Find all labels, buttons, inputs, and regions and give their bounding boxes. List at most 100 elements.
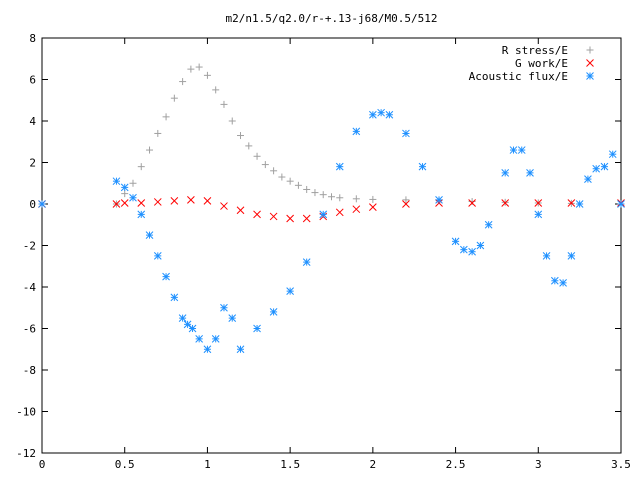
y-tick-label: 6 [29,74,36,87]
data-point [137,199,146,207]
data-point [154,129,162,137]
data-point [617,200,625,208]
data-point [120,183,129,192]
data-point [592,164,601,173]
y-tick-label: 0 [29,198,36,211]
data-point [352,205,361,214]
data-point [183,320,192,329]
data-point [278,173,286,181]
chart-title: m2/n1.5/q2.0/r-+.13-j68/M0.5/512 [226,12,438,25]
x-tick-label: 0 [39,458,46,471]
data-point [501,199,510,207]
y-tick-label: -2 [23,240,36,253]
data-point [162,272,170,281]
data-point [385,110,394,119]
x-tick-label: 2 [370,458,377,471]
y-tick-label: 2 [29,157,36,170]
data-point [220,202,228,210]
x-tick-label: 3 [535,458,542,471]
data-point [352,127,361,136]
data-point [153,252,162,260]
data-point [286,214,294,223]
data-point [550,276,559,285]
data-point [236,345,245,354]
data-point [311,189,319,197]
data-point [534,210,543,219]
data-point [170,94,178,102]
data-point [195,63,203,71]
data-point [377,108,385,117]
data-point [286,287,294,296]
y-tick-label: 8 [29,32,36,45]
data-point [526,169,534,177]
x-tick-label: 0.5 [115,458,135,471]
data-point [534,199,543,207]
data-point [451,237,460,246]
data-point [319,210,328,219]
data-point [336,194,344,202]
y-tick-label: -6 [23,323,36,336]
series-layer [38,63,625,354]
data-point [575,200,584,208]
data-point [237,132,245,140]
y-tick-label: 4 [29,115,36,128]
data-point [584,175,592,183]
data-point [269,212,278,221]
data-point [203,71,211,79]
data-point [468,199,476,207]
data-point [335,162,344,171]
data-point [402,129,410,138]
data-point [567,199,576,207]
data-point [188,324,197,333]
data-point [220,303,228,312]
data-point [459,245,468,254]
data-point [203,197,212,205]
data-point [402,200,410,208]
data-point [178,314,187,322]
x-tick-label: 1.5 [280,458,300,471]
data-point [121,190,129,198]
plot-frame [41,37,622,454]
data-point [187,195,195,204]
data-point [162,113,170,121]
data-point [501,169,510,177]
legend-label: G work/E [515,57,568,70]
data-point [294,181,302,189]
data-point [484,220,493,229]
y-tick-label: -12 [16,447,36,460]
data-point [261,161,269,169]
data-point [129,193,137,202]
y-tick-label: -4 [23,281,37,294]
data-point [145,231,154,239]
series-acoustic-flux-e [38,108,625,354]
data-point [286,177,294,185]
data-point [567,252,576,260]
data-point [600,162,609,171]
data-point [302,214,311,223]
data-point [212,86,220,94]
data-point [228,117,236,125]
data-point [302,258,311,266]
data-point [270,167,278,175]
data-point [253,210,261,219]
data-point [153,198,162,206]
data-point [137,163,145,171]
data-point [38,200,46,208]
data-point [319,191,327,199]
data-point [170,197,179,205]
data-point [137,210,146,219]
y-axis: -12 -10 -8 -6 -4 -2 0 2 4 6 8 [16,32,621,460]
data-point [468,247,476,256]
data-point [245,142,253,150]
data-point [195,335,204,343]
data-point [369,110,377,119]
data-point [170,293,179,302]
data-point [112,200,121,208]
plot-border [41,37,622,454]
legend-label: Acoustic flux/E [469,70,568,83]
y-tick-label: -10 [16,406,36,419]
y-tick-label: -8 [23,364,36,377]
data-point [228,314,237,322]
data-point [335,208,344,217]
